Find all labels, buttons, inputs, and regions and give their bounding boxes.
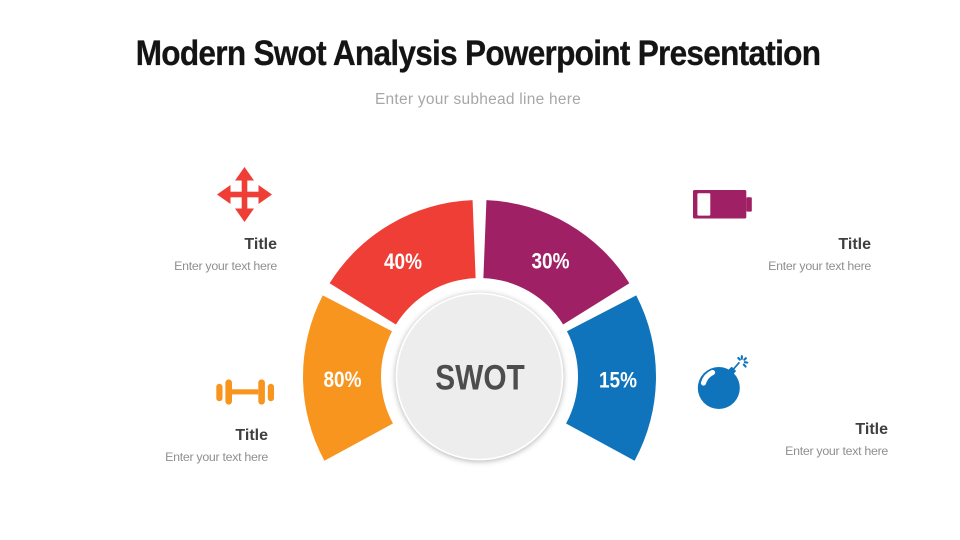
svg-text:40%: 40% xyxy=(384,249,422,274)
svg-text:80%: 80% xyxy=(324,367,362,392)
svg-text:30%: 30% xyxy=(532,249,570,274)
svg-text:15%: 15% xyxy=(599,367,637,392)
svg-text:SWOT: SWOT xyxy=(435,358,525,398)
